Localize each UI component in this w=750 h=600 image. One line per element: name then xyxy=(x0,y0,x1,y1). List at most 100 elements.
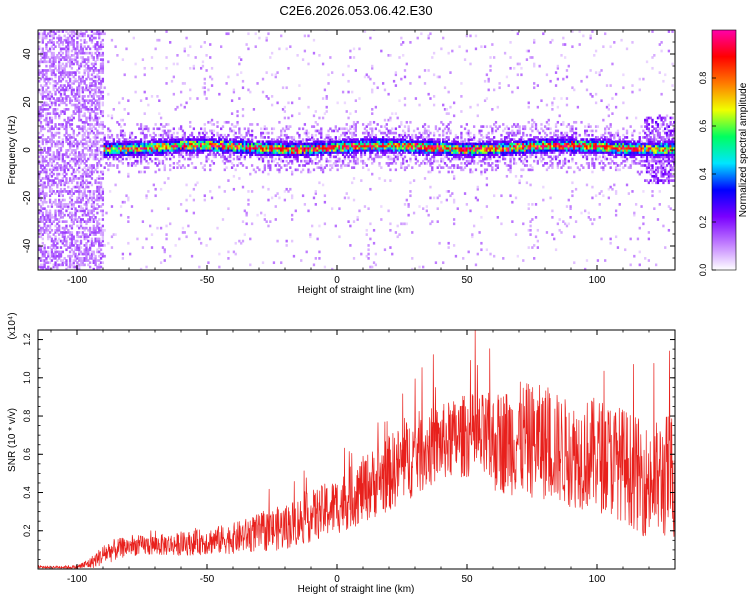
heatmap-cell xyxy=(285,86,288,90)
heatmap-cell xyxy=(59,213,63,217)
heatmap-cell xyxy=(351,142,354,146)
heatmap-cell xyxy=(98,174,101,178)
heatmap-cell xyxy=(85,58,88,61)
heatmap-cell xyxy=(181,140,185,144)
heatmap-cell xyxy=(354,140,357,144)
heatmap-cell xyxy=(112,151,115,154)
heatmap-cell xyxy=(150,142,154,146)
heatmap-cell xyxy=(429,170,432,174)
heatmap-cell xyxy=(94,43,97,46)
heatmap-cell xyxy=(351,131,354,135)
heatmap-cell xyxy=(45,226,48,230)
heatmap-cell xyxy=(172,146,175,150)
heatmap-cell xyxy=(249,237,252,241)
heatmap-cell xyxy=(38,248,41,252)
heatmap-cell xyxy=(74,153,77,157)
heatmap-cell xyxy=(141,149,145,152)
heatmap-cell xyxy=(327,153,330,157)
heatmap-cell xyxy=(438,127,441,131)
heatmap-cell xyxy=(74,252,77,256)
heatmap-cell xyxy=(90,77,94,81)
heatmap-cell xyxy=(78,108,81,111)
heatmap-cell xyxy=(81,151,84,154)
heatmap-cell xyxy=(50,144,54,148)
heatmap-cell xyxy=(154,138,157,141)
heatmap-cell xyxy=(47,213,50,217)
heatmap-cell xyxy=(94,231,97,234)
heatmap-cell xyxy=(159,149,163,152)
heatmap-cell xyxy=(103,228,106,232)
heatmap-cell xyxy=(278,142,281,146)
heatmap-cell xyxy=(230,140,234,144)
heatmap-cell xyxy=(39,51,43,55)
heatmap-cell xyxy=(116,136,119,139)
heatmap-cell xyxy=(285,142,288,146)
heatmap-cell xyxy=(48,231,52,234)
heatmap-cell xyxy=(92,101,95,105)
heatmap-cell xyxy=(87,69,90,72)
heatmap-cell xyxy=(154,142,157,146)
heatmap-cell xyxy=(391,127,394,131)
heatmap-cell xyxy=(79,51,83,55)
heatmap-cell xyxy=(267,149,270,152)
heatmap-cell xyxy=(38,174,41,178)
heatmap-cell xyxy=(294,153,297,157)
heatmap-cell xyxy=(192,64,196,68)
heatmap-cell xyxy=(65,54,68,57)
heatmap-cell xyxy=(272,146,276,150)
heatmap-cell xyxy=(45,200,48,204)
heatmap-cell xyxy=(214,140,217,144)
heatmap-cell xyxy=(87,144,90,148)
heatmap-cell xyxy=(260,136,263,139)
heatmap-cell xyxy=(356,216,359,219)
heatmap-cell xyxy=(41,177,44,180)
heatmap-cell xyxy=(58,90,61,94)
heatmap-cell xyxy=(139,138,143,141)
heatmap-cell xyxy=(90,129,94,133)
heatmap-cell xyxy=(85,170,88,174)
heatmap-cell xyxy=(45,164,48,167)
heatmap-cell xyxy=(376,153,379,157)
heatmap-cell xyxy=(116,140,119,144)
heatmap-cell xyxy=(323,88,327,92)
heatmap-cell xyxy=(39,116,43,120)
heatmap-cell xyxy=(301,58,305,61)
heatmap-cell xyxy=(442,159,445,163)
heatmap-cell xyxy=(354,123,357,126)
heatmap-cell xyxy=(74,159,77,163)
heatmap-cell xyxy=(209,168,212,172)
heatmap-cell xyxy=(334,127,337,131)
heatmap-cell xyxy=(58,142,61,146)
heatmap-cell xyxy=(88,194,92,198)
heatmap-cell xyxy=(209,138,212,141)
heatmap-cell xyxy=(192,127,196,131)
heatmap-cell xyxy=(216,226,219,230)
heatmap-cell xyxy=(290,114,294,118)
heatmap-cell xyxy=(236,136,239,139)
heatmap-cell xyxy=(54,231,57,234)
heatmap-cell xyxy=(210,140,214,144)
heatmap-cell xyxy=(232,125,236,128)
heatmap-cell xyxy=(300,153,303,157)
heatmap-cell xyxy=(114,45,117,49)
heatmap-cell xyxy=(99,45,103,49)
heatmap-cell xyxy=(292,155,296,159)
heatmap-cell xyxy=(56,183,59,187)
heatmap-cell xyxy=(96,231,99,234)
heatmap-cell xyxy=(101,66,105,70)
heatmap-cell xyxy=(54,213,57,217)
heatmap-cell xyxy=(179,103,183,107)
heatmap-cell xyxy=(187,149,190,152)
heatmap-cell xyxy=(265,144,268,148)
heatmap-cell xyxy=(119,205,123,208)
heatmap-cell xyxy=(163,142,166,146)
heatmap-cell xyxy=(56,226,59,230)
heatmap-cell xyxy=(98,187,101,191)
heatmap-cell xyxy=(398,144,401,148)
heatmap-cell xyxy=(59,47,63,51)
heatmap-cell xyxy=(321,170,325,174)
heatmap-cell xyxy=(321,183,325,187)
heatmap-cell xyxy=(278,164,281,167)
heatmap-cell xyxy=(170,138,174,141)
heatmap-cell xyxy=(87,248,90,252)
